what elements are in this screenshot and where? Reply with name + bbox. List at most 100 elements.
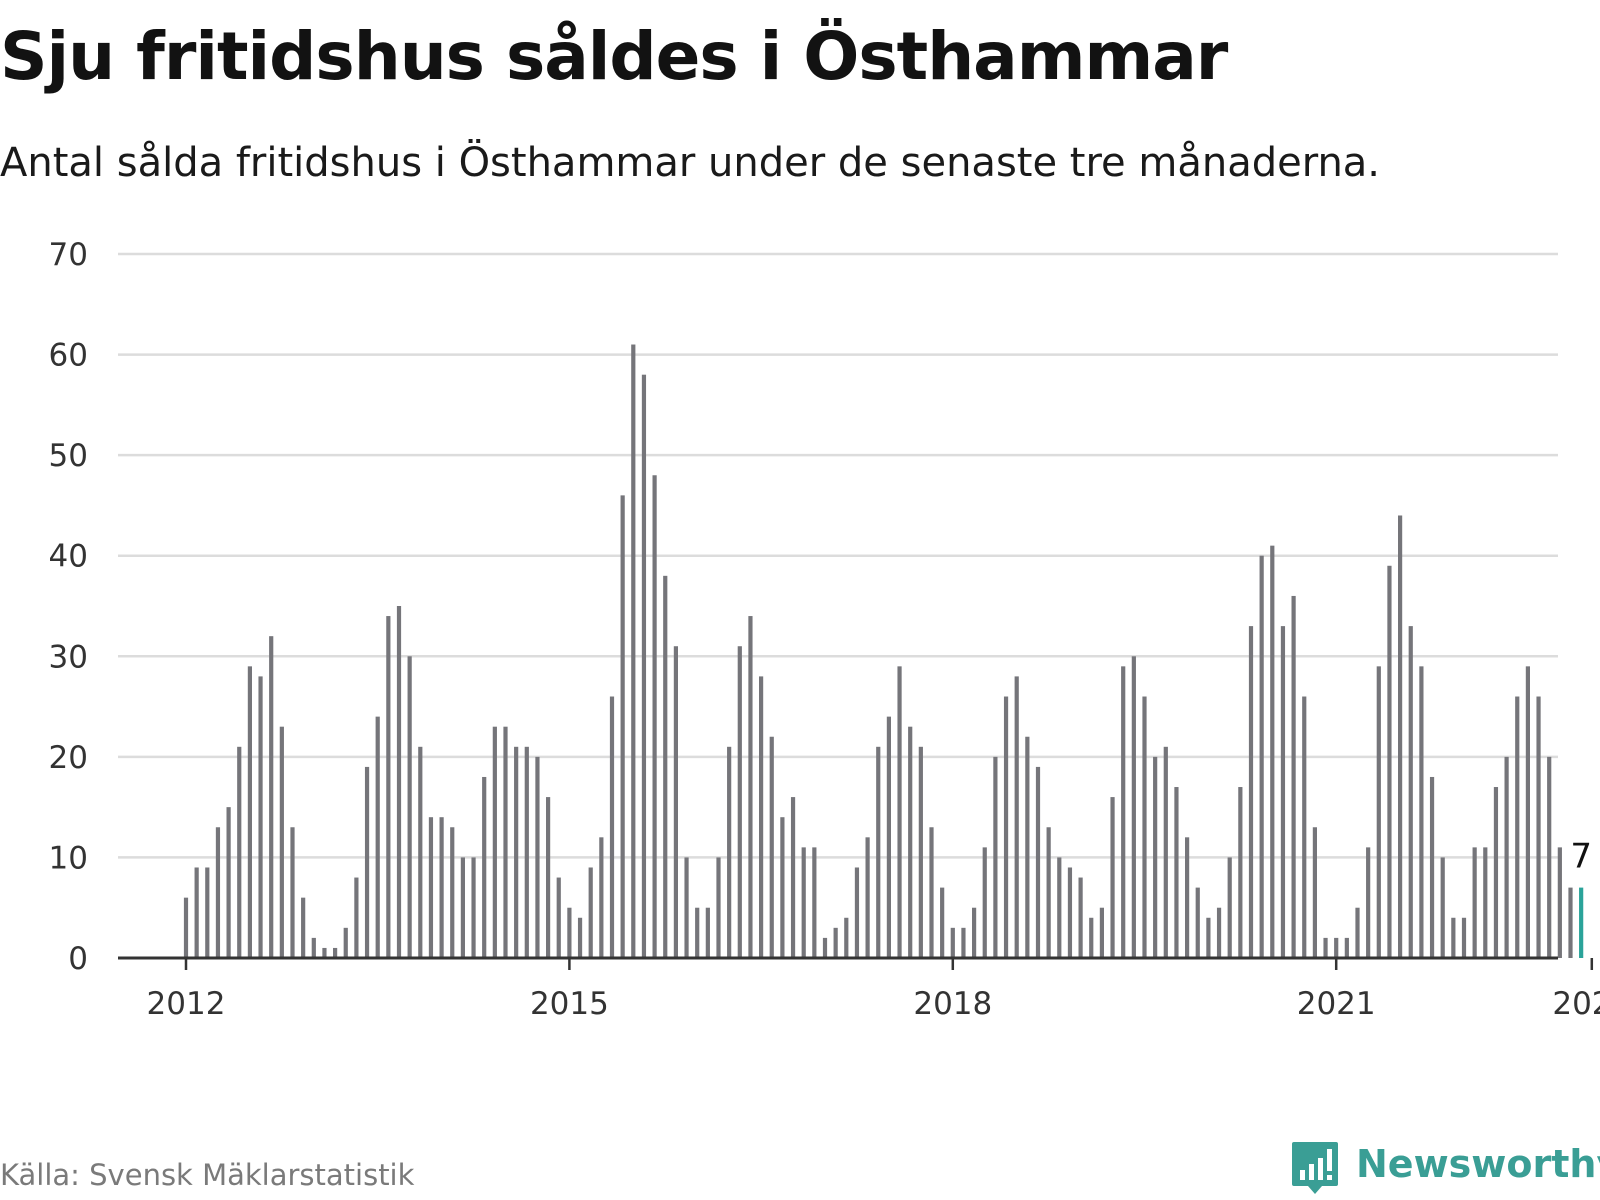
bar [439, 817, 444, 958]
bar [567, 907, 572, 958]
bar [1248, 626, 1254, 958]
bar [364, 766, 370, 958]
bar [1461, 917, 1467, 958]
bar [1557, 847, 1562, 958]
bar [524, 746, 529, 958]
bar [1078, 877, 1083, 958]
bar [695, 907, 700, 958]
bar [673, 646, 678, 958]
y-tick-label: 20 [49, 740, 88, 776]
bar [450, 827, 455, 958]
bar [514, 746, 519, 958]
chart-title: Sju fritidshus såldes i Östhammar [0, 18, 1228, 95]
bar [1419, 666, 1424, 958]
bar [1046, 827, 1051, 958]
bar [854, 867, 860, 958]
bar [194, 867, 199, 958]
y-tick-label: 40 [49, 539, 88, 575]
bar [897, 666, 902, 958]
bar [290, 827, 295, 958]
bar [790, 797, 796, 958]
bar [972, 907, 977, 958]
bar [886, 716, 891, 958]
bar [503, 726, 508, 958]
y-axis: 0 10 20 30 40 50 60 70 [49, 237, 88, 977]
bar [471, 857, 476, 958]
bar [407, 656, 412, 958]
bar [205, 867, 210, 958]
bar [929, 827, 934, 958]
bar [631, 344, 636, 958]
x-tick-label: 2018 [913, 986, 992, 1022]
bar [279, 726, 284, 958]
bar [716, 857, 721, 958]
bar [1291, 595, 1296, 958]
bar [1334, 937, 1339, 958]
newsworthy-logo-icon [1292, 1142, 1338, 1194]
bar [375, 716, 380, 958]
bar [1344, 937, 1349, 958]
bar [588, 867, 593, 958]
x-tick-label: 2012 [147, 986, 226, 1022]
bar [1174, 787, 1179, 958]
brand-name: Newsworthy [1356, 1142, 1600, 1186]
bar [609, 696, 615, 958]
bar [950, 927, 955, 958]
bar [1259, 555, 1264, 958]
bar [556, 877, 561, 958]
bar [801, 847, 806, 958]
bar [663, 575, 668, 958]
bar [1398, 515, 1403, 958]
bar [258, 676, 263, 958]
bar [535, 756, 540, 958]
bar [1121, 666, 1126, 958]
bar [1206, 917, 1211, 958]
bar [1440, 857, 1445, 958]
bar [652, 475, 657, 958]
bar [599, 837, 604, 958]
bar [1302, 696, 1307, 958]
bar [386, 616, 391, 958]
bar [759, 676, 764, 958]
x-tick-label: 2021 [1297, 986, 1376, 1022]
y-tick-label: 0 [68, 941, 88, 977]
bar [1355, 907, 1360, 958]
bar [333, 947, 338, 958]
bar [1014, 676, 1019, 958]
bar [247, 666, 252, 958]
bar [1270, 545, 1275, 958]
bar [183, 897, 189, 958]
brand-logo: Newsworthy [1290, 1140, 1600, 1200]
bar [1312, 827, 1317, 958]
bar [460, 857, 465, 958]
bar [1493, 787, 1499, 958]
bar [1227, 857, 1232, 958]
bar [918, 746, 923, 958]
bar [492, 726, 497, 958]
bar [1035, 766, 1041, 958]
y-tick-label: 50 [49, 438, 88, 474]
bar [1131, 656, 1136, 958]
bar [833, 927, 838, 958]
bar [482, 776, 487, 958]
bar [1216, 907, 1222, 958]
bar [812, 847, 817, 958]
bar [1366, 847, 1371, 958]
bar [865, 837, 870, 958]
x-tick-label: 2023 [1552, 986, 1600, 1022]
bar [982, 847, 987, 958]
bar [844, 917, 849, 958]
bars [183, 344, 1584, 959]
bar [1451, 917, 1456, 958]
bar [737, 646, 742, 958]
bar [727, 746, 732, 958]
chart-subtitle: Antal sålda fritidshus i Östhammar under… [0, 140, 1381, 186]
y-tick-label: 60 [49, 338, 88, 374]
bar [322, 947, 327, 958]
x-axis: 2012 2015 2018 2021 2023 [118, 956, 1600, 1022]
bar [1025, 736, 1030, 958]
bar [1280, 626, 1286, 958]
bar-chart: 0 10 20 30 40 50 60 70 2012 2015 2018 2021 2023 7 [49, 237, 1600, 1022]
bar [577, 917, 583, 958]
y-tick-label: 70 [49, 237, 88, 273]
